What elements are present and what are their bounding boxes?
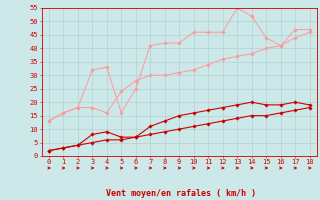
Text: Vent moyen/en rafales ( km/h ): Vent moyen/en rafales ( km/h )	[106, 189, 256, 198]
